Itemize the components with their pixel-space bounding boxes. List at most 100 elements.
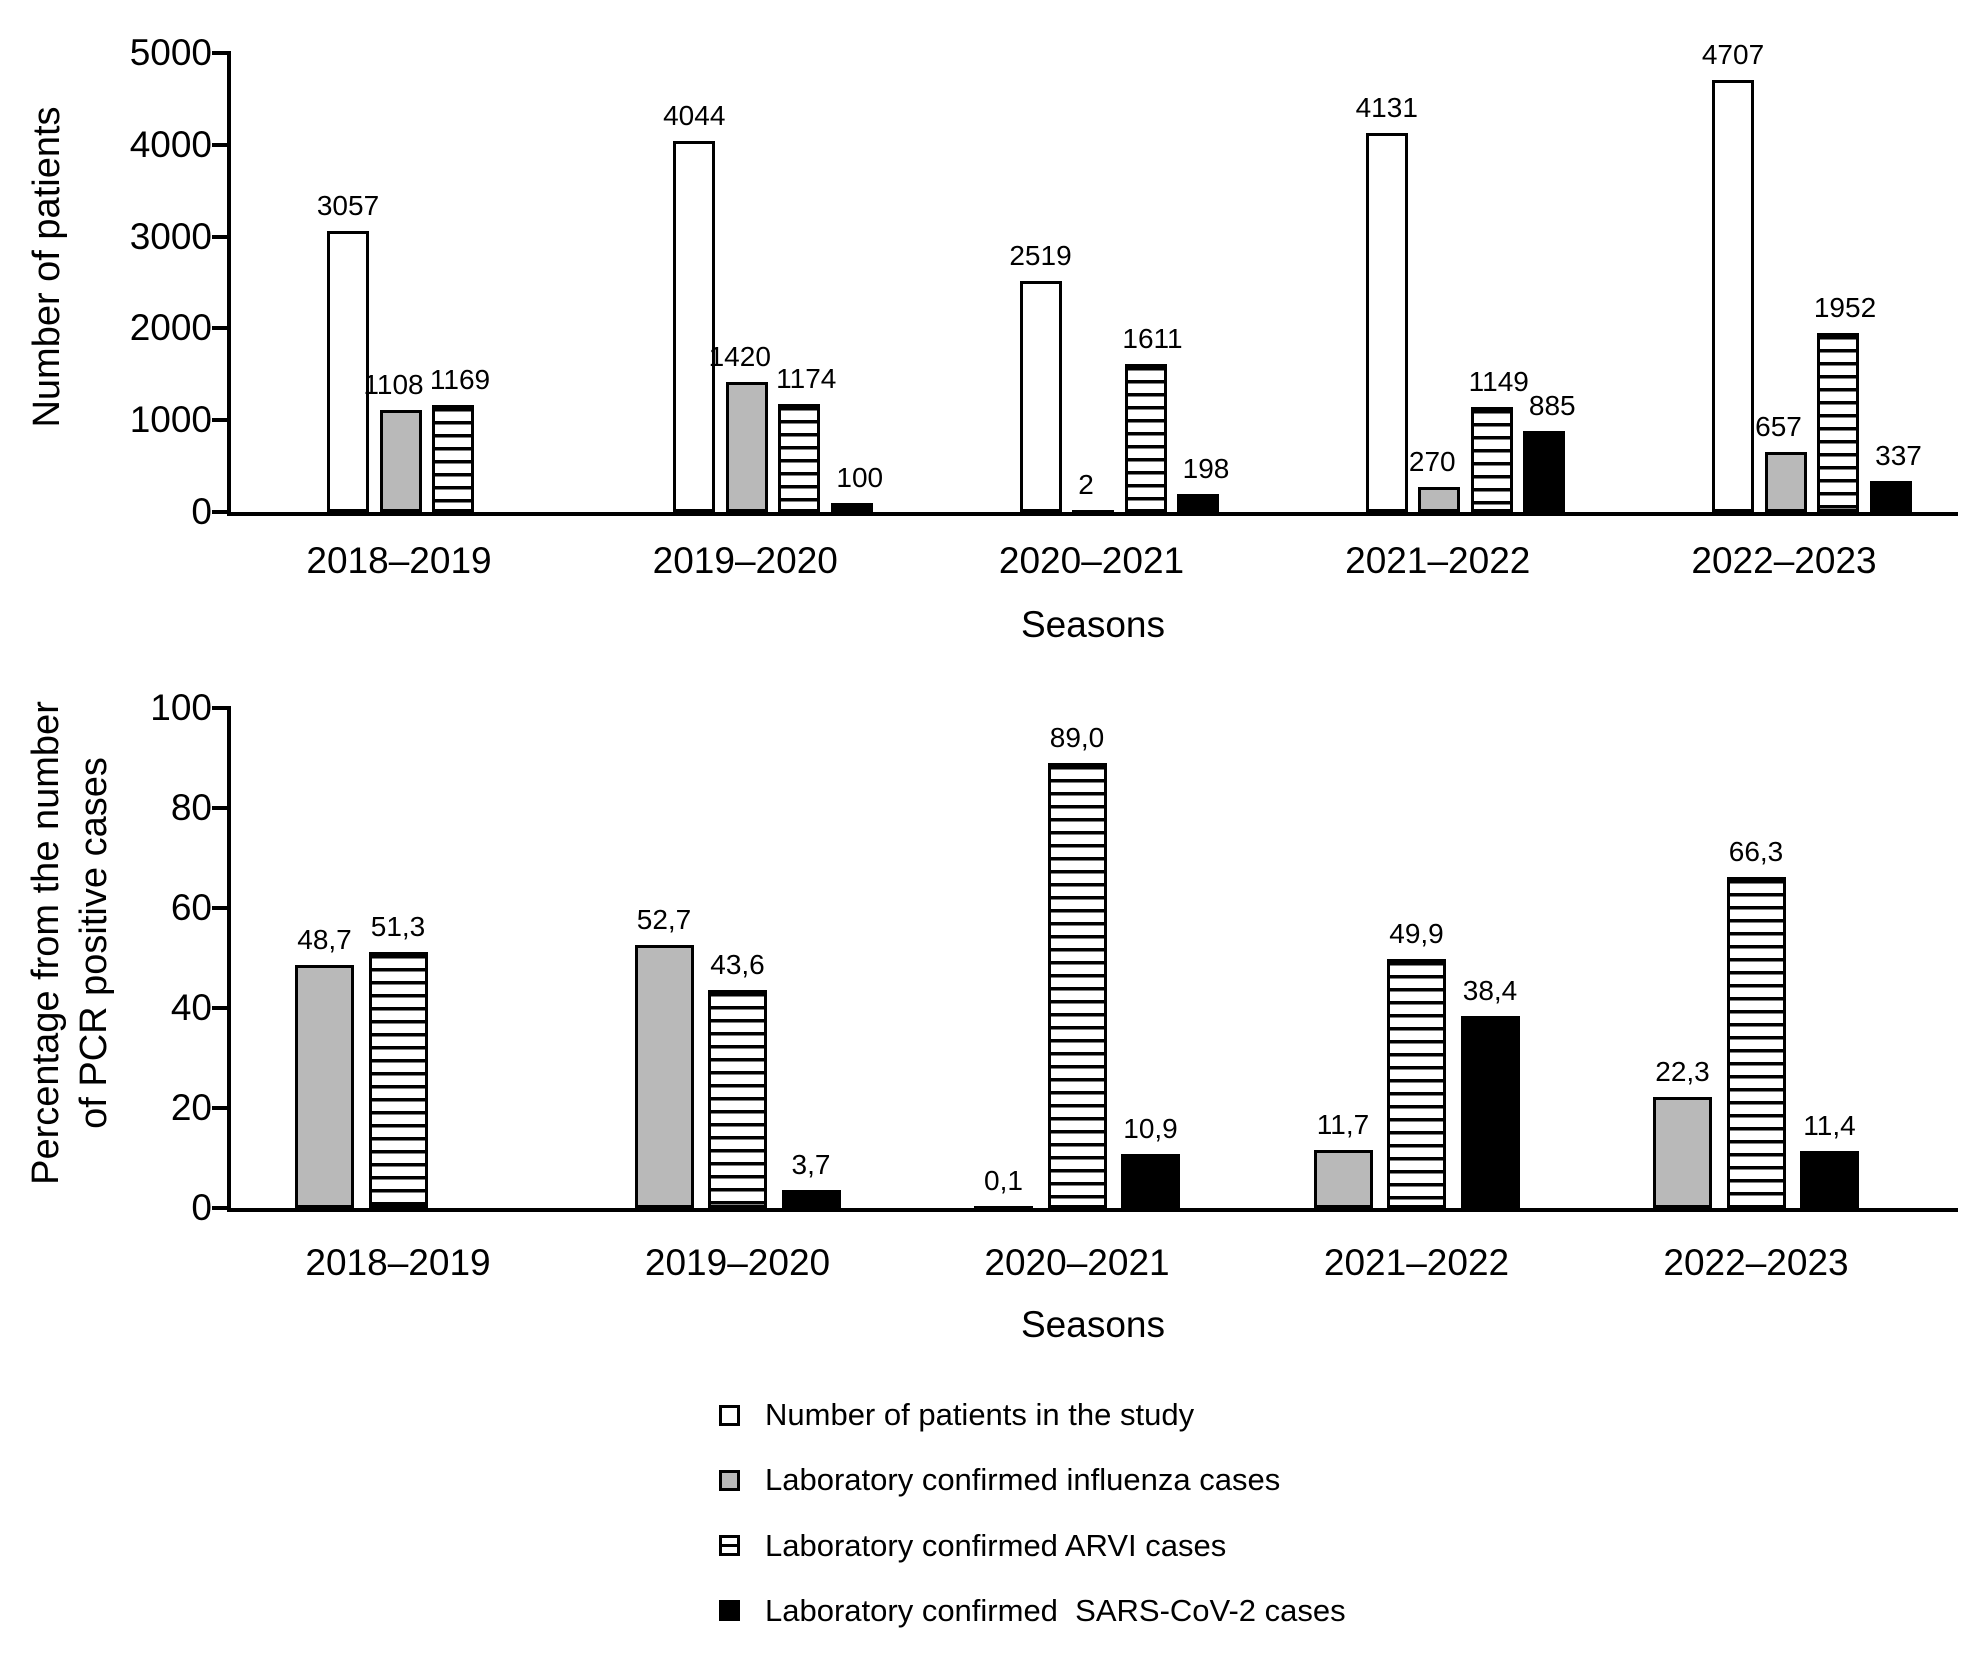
bar-value-label: 885: [1528, 389, 1576, 421]
bar-value-label: 1420: [708, 340, 771, 372]
bar-value-label: 10,9: [1123, 1112, 1178, 1144]
y-tick-label: 40: [170, 987, 212, 1028]
bar-value-label: 3057: [316, 190, 380, 222]
x-category-label: 2020–2021: [998, 540, 1185, 581]
x-category-label: 2018–2019: [306, 540, 492, 581]
gray-swatch: [719, 1469, 740, 1491]
bar-gray: [974, 1205, 1033, 1212]
y-tick-mark: [212, 51, 227, 55]
top-chart-y-axis-title: Number of patients: [26, 106, 68, 428]
bar-gray: [1313, 1149, 1373, 1208]
bar-gray: [295, 964, 354, 1208]
y-axis-line: [227, 706, 231, 1212]
bar-striped: [1047, 763, 1107, 1208]
bar-gray: [1653, 1096, 1712, 1208]
bar-striped: [1817, 332, 1859, 512]
bar-striped: [778, 404, 821, 512]
bottom-chart-y-axis-title-line-1: Percentage from the number: [25, 701, 67, 1185]
bar-value-label: 48,7: [297, 923, 352, 955]
bottom-chart-x-axis-title: Seasons: [1021, 1304, 1165, 1345]
bar-value-label: 337: [1875, 440, 1922, 472]
y-tick-mark: [212, 234, 227, 239]
y-tick-mark: [212, 1206, 227, 1210]
bar-value-label: 1169: [429, 363, 491, 395]
y-tick-label: 2000: [129, 307, 212, 349]
y-tick-mark: [212, 1106, 227, 1110]
y-tick-label: 80: [170, 787, 212, 828]
bar-value-label: 11,7: [1316, 1108, 1370, 1140]
x-axis-line: [227, 1208, 1958, 1212]
legend-item: Number of patients in the study: [719, 1396, 1194, 1434]
bar-white: [1365, 132, 1408, 512]
bar-value-label: 89,0: [1049, 722, 1105, 753]
legend-item-label: Laboratory confirmed SARS-CoV-2 cases: [765, 1592, 1346, 1628]
y-tick-mark: [212, 906, 227, 910]
legend-item-label: Number of patients in the study: [765, 1397, 1195, 1432]
legend-item: Laboratory confirmed SARS-CoV-2 cases: [719, 1592, 1346, 1630]
bar-value-label: 4707: [1701, 38, 1765, 70]
x-category-label: 2022–2023: [1663, 1242, 1849, 1283]
bar-value-label: 100: [836, 461, 884, 493]
bar-gray: [634, 944, 694, 1208]
bar-value-label: 51,3: [370, 910, 426, 942]
bar-gray: [1072, 509, 1114, 516]
white-swatch: [719, 1404, 740, 1426]
y-tick-label: 0: [191, 491, 212, 532]
bar-black: [1869, 481, 1912, 512]
bar-black: [830, 502, 873, 512]
bar-value-label: 43,6: [710, 949, 765, 980]
x-category-label: 2018–2019: [305, 1242, 491, 1283]
y-tick-label: 4000: [129, 123, 212, 165]
bar-value-label: 4131: [1355, 91, 1418, 123]
y-tick-label: 5000: [129, 32, 212, 73]
bar-black: [1523, 430, 1566, 512]
bar-gray: [1764, 451, 1807, 512]
legend-item: Laboratory confirmed influenza cases: [719, 1461, 1280, 1499]
y-axis-line: [227, 51, 231, 516]
bar-striped: [1124, 364, 1167, 512]
bar-striped: [432, 404, 474, 512]
bar-value-label: 11,4: [1803, 1110, 1856, 1141]
bar-value-label: 1952: [1813, 291, 1877, 323]
bar-value-label: 52,7: [636, 903, 692, 935]
x-category-label: 2020–2021: [984, 1242, 1170, 1283]
bar-gray: [725, 381, 768, 512]
bar-value-label: 657: [1755, 410, 1802, 442]
bar-gray: [1418, 487, 1461, 512]
y-tick-label: 1000: [129, 399, 212, 441]
bar-white: [1712, 79, 1754, 512]
bar-value-label: 22,3: [1655, 1055, 1710, 1087]
bar-value-label: 270: [1408, 446, 1456, 478]
bar-striped: [708, 990, 767, 1208]
y-tick-label: 60: [170, 887, 212, 928]
bar-value-label: 4044: [663, 99, 726, 131]
bar-black: [1177, 493, 1219, 512]
bar-value-label: 2: [1078, 468, 1094, 500]
bar-striped: [1726, 876, 1786, 1208]
y-tick-label: 100: [150, 687, 212, 728]
bar-value-label: 1174: [776, 363, 837, 395]
y-tick-label: 20: [170, 1087, 212, 1128]
bar-value-label: 1108: [363, 369, 424, 401]
y-tick-label: 0: [191, 1187, 212, 1228]
bar-black: [1121, 1153, 1180, 1208]
y-tick-mark: [212, 510, 227, 514]
x-category-label: 2022–2023: [1691, 540, 1877, 581]
y-tick-mark: [212, 806, 227, 810]
bar-striped: [368, 951, 428, 1208]
bar-white: [327, 231, 369, 512]
x-category-label: 2019–2020: [652, 540, 838, 581]
bar-value-label: 198: [1182, 452, 1230, 484]
bar-value-label: 66,3: [1728, 835, 1784, 867]
bar-black: [1460, 1016, 1520, 1208]
legend-item-label: Laboratory confirmed influenza cases: [765, 1462, 1281, 1498]
y-tick-mark: [212, 706, 227, 710]
y-tick-mark: [212, 142, 227, 147]
bar-value-label: 1149: [1468, 365, 1529, 397]
y-tick-mark: [212, 1006, 227, 1010]
striped-swatch: [719, 1535, 740, 1557]
y-tick-label: 3000: [129, 215, 212, 257]
bar-value-label: 49,9: [1389, 917, 1444, 949]
bar-value-label: 38,4: [1462, 975, 1518, 1006]
